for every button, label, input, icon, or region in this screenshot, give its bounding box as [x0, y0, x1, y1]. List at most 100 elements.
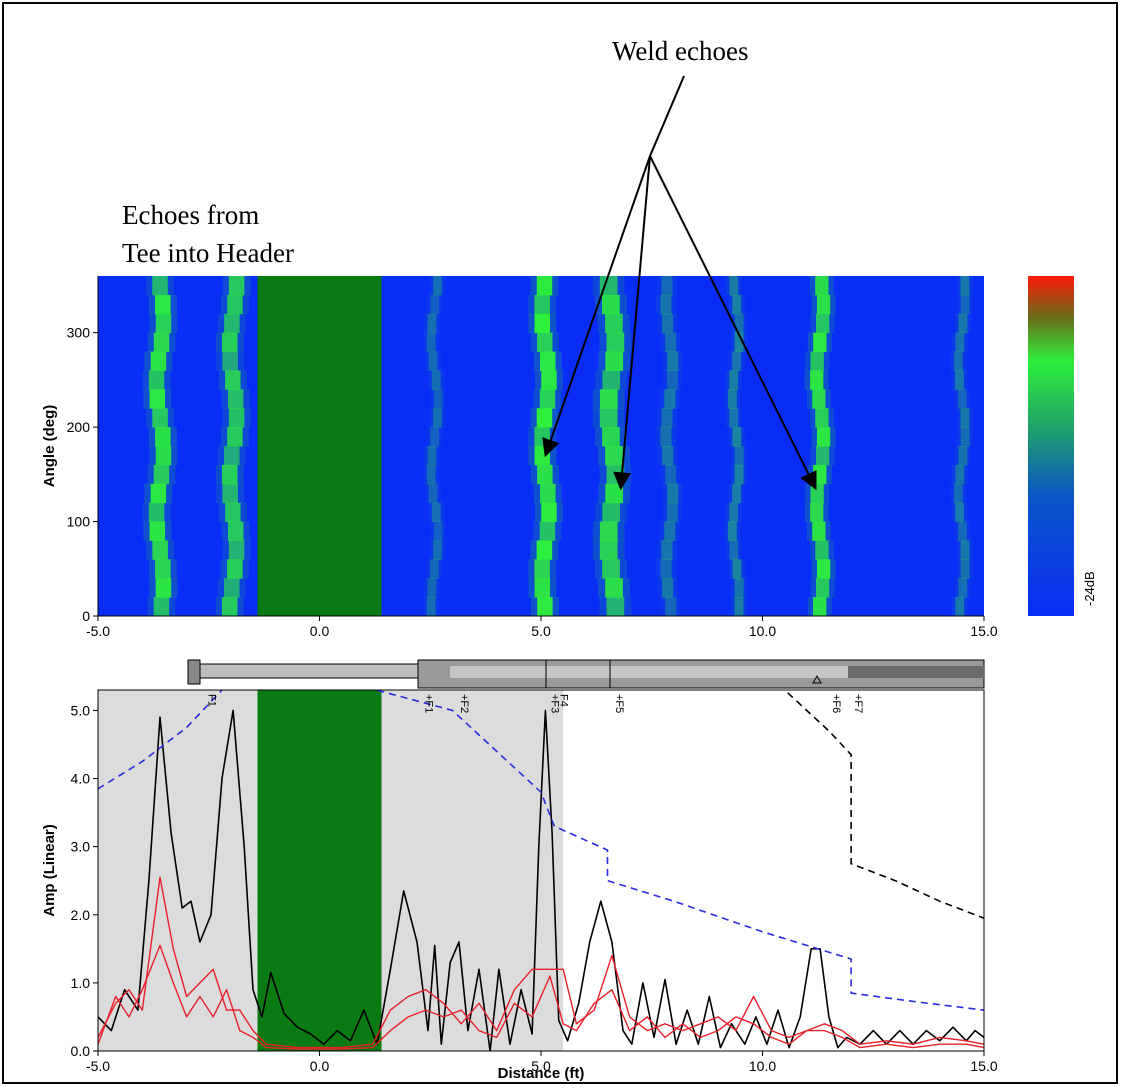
- echo-cell-4-10: [813, 464, 827, 485]
- echo-cell-1-6: [227, 389, 244, 409]
- echo-halo-7-9: [731, 446, 748, 466]
- echo-halo-8-0: [956, 276, 973, 296]
- feature-label-0: F1: [205, 694, 217, 707]
- echo-cell-7-12: [729, 502, 739, 523]
- echo-cell-5-1: [430, 294, 440, 315]
- echo-cell-6-11: [667, 483, 679, 504]
- echo-halo-8-3: [951, 332, 968, 353]
- amp-series-0-black-solid: [98, 709, 984, 1051]
- echo-halo-7-8: [728, 427, 745, 447]
- echo-cell-4-16: [815, 578, 830, 598]
- echo-cell-5-12: [431, 502, 441, 523]
- echo-cell-4-14: [815, 540, 829, 560]
- colorbar: [1028, 276, 1074, 616]
- echo-cell-6-4: [667, 351, 679, 371]
- echo-cell-2-0: [536, 276, 553, 296]
- echo-cell-5-15: [430, 559, 440, 579]
- echo-cell-3-6: [599, 389, 618, 409]
- echo-halo-5-7: [429, 408, 446, 428]
- weld-arrow-2: [649, 155, 817, 491]
- echo-cell-0-15: [155, 559, 171, 579]
- echo-halo-6-7: [656, 408, 677, 428]
- echo-cell-5-5: [431, 370, 441, 390]
- echo-cell-3-16: [605, 578, 623, 598]
- echo-cell-7-2: [734, 313, 744, 334]
- echo-cell-2-12: [541, 502, 557, 523]
- echo-halo-8-8: [957, 427, 974, 447]
- echo-cell-4-9: [816, 446, 830, 466]
- echo-halo-5-12: [428, 502, 445, 523]
- amp-ytick-label-4: 4.0: [71, 771, 91, 787]
- amp-xlabel: Distance (ft): [498, 1065, 585, 1082]
- echo-cell-1-9: [224, 446, 240, 466]
- feature-label-4: F4: [558, 694, 570, 707]
- echo-halo-7-3: [731, 332, 748, 353]
- echo-halo-5-6: [430, 389, 447, 409]
- echo-cell-5-7: [433, 408, 442, 428]
- echo-cell-7-16: [734, 578, 744, 598]
- echo-cell-6-10: [665, 464, 677, 485]
- echo-halo-6-3: [660, 332, 681, 353]
- echo-cell-3-1: [602, 294, 620, 315]
- echo-cell-3-15: [602, 559, 620, 579]
- echo-cell-3-2: [605, 313, 623, 334]
- echo-cell-5-6: [433, 389, 443, 409]
- echo-halo-8-2: [954, 313, 971, 334]
- amp-xtick-label-3: 10.0: [749, 1058, 776, 1074]
- echo-cell-6-2: [662, 313, 674, 334]
- echo-halo-7-14: [725, 540, 742, 560]
- echo-cell-5-10: [426, 464, 436, 485]
- feature-label-6: +F6: [830, 694, 842, 713]
- amplitude-axes: 0.01.02.03.04.05.0-5.0 0.0 5.0 10.0 15.0Amp …: [41, 689, 998, 1082]
- echo-cell-1-17: [221, 597, 238, 617]
- echo-cell-0-11: [150, 483, 167, 504]
- echo-halo-8-9: [954, 446, 971, 466]
- echo-halo-7-7: [725, 408, 742, 428]
- feature-label-1: +F1: [422, 694, 434, 713]
- echo-halo-6-10: [660, 464, 681, 485]
- echo-cell-3-4: [605, 351, 624, 371]
- echo-halo-7-12: [725, 502, 742, 523]
- heatmap-ytick-label-0: 0: [82, 608, 90, 624]
- support-marker: [812, 674, 822, 684]
- tee-flange: [187, 659, 201, 685]
- echo-cell-1-8: [227, 427, 243, 447]
- echo-cell-4-17: [813, 597, 827, 617]
- echo-cell-1-7: [228, 408, 245, 428]
- echo-cell-8-17: [955, 597, 965, 617]
- echo-cell-7-9: [734, 446, 744, 466]
- echo-cell-3-7: [599, 408, 618, 428]
- echo-cell-3-3: [606, 332, 625, 353]
- echo-cell-6-0: [661, 276, 673, 296]
- echo-cell-3-13: [599, 521, 618, 541]
- echo-halo-5-10: [423, 464, 440, 485]
- echo-cell-8-10: [955, 464, 965, 485]
- echo-cell-0-13: [149, 521, 166, 541]
- feature-label-3: +F3: [549, 694, 561, 713]
- echo-cell-4-15: [816, 559, 831, 579]
- echo-cell-8-11: [953, 483, 963, 504]
- echo-cell-3-17: [606, 597, 625, 617]
- echo-cell-7-13: [727, 521, 737, 541]
- echo-cell-4-8: [816, 427, 831, 447]
- echo-cell-2-16: [534, 578, 551, 598]
- echo-halo-5-4: [425, 351, 442, 371]
- echo-cell-8-14: [960, 540, 970, 560]
- echo-halo-5-11: [425, 483, 442, 504]
- echo-cell-8-13: [958, 521, 967, 541]
- amp-ytick-label-5: 5.0: [71, 702, 91, 718]
- feature-label-7: +F7: [852, 694, 864, 713]
- echo-halo-7-17: [731, 597, 748, 617]
- echo-halo-8-1: [957, 294, 974, 315]
- heatmap-axes: 0 100 200 300 -5.0 0.0 5.0 10.0 15.0 Angle (deg): [41, 276, 998, 639]
- echo-cell-0-0: [152, 276, 168, 296]
- echo-cell-1-10: [221, 464, 238, 485]
- echo-cell-0-10: [153, 464, 170, 485]
- echo-cell-7-17: [734, 597, 744, 617]
- echo-halo-5-13: [430, 521, 447, 541]
- echo-halo-8-6: [954, 389, 971, 409]
- amp-xtick-label-0: -5.0: [86, 1058, 110, 1074]
- echo-cell-0-1: [155, 294, 171, 315]
- pipe-schematic: [187, 659, 985, 689]
